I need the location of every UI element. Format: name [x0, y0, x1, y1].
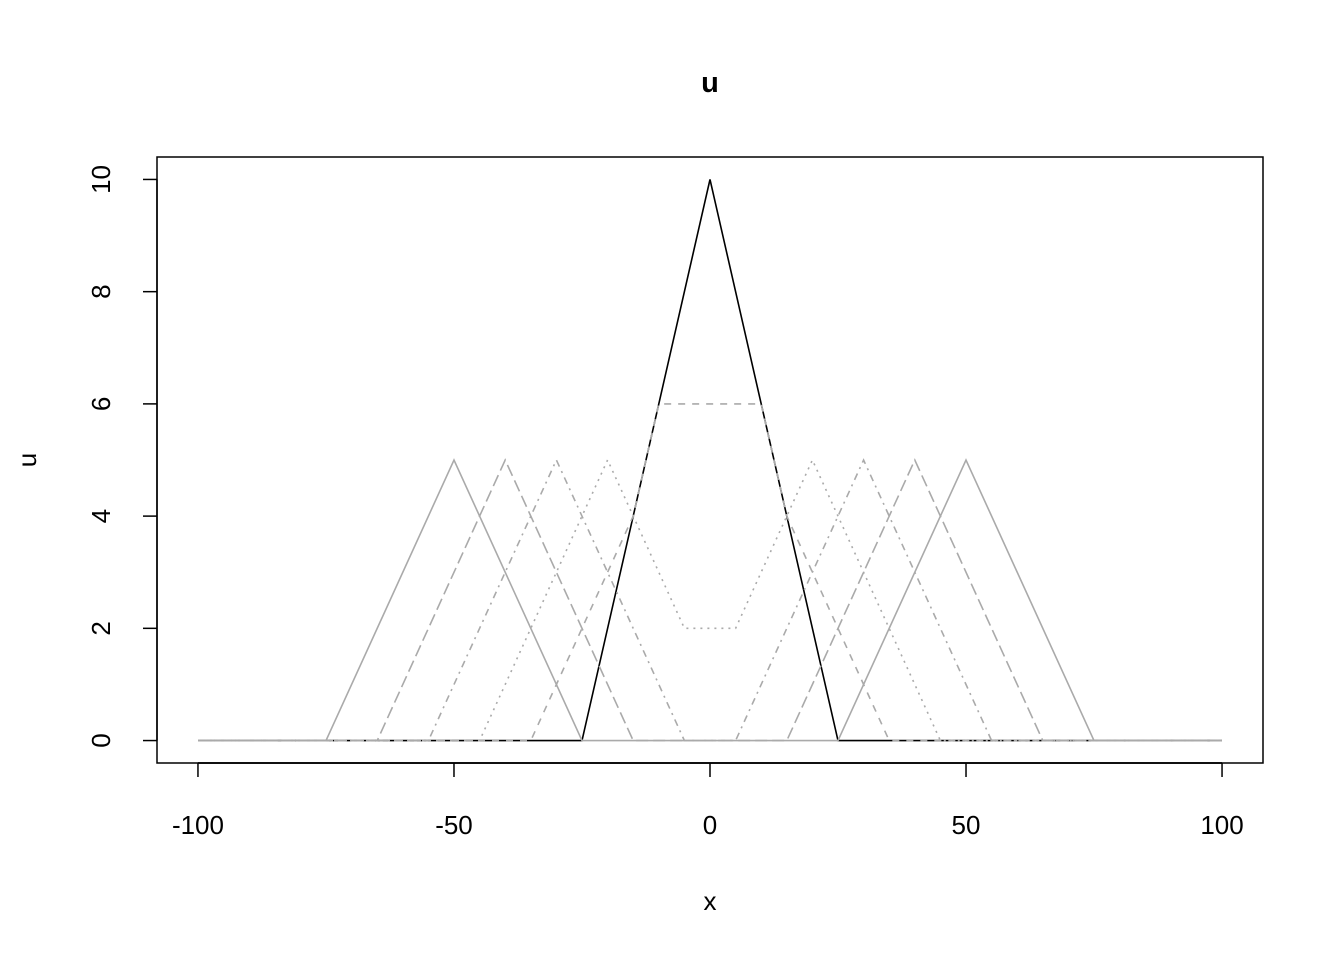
plot-frame [156, 156, 1264, 764]
y-axis: 0 2 4 6 8 10 [86, 165, 158, 748]
y-tick-label: 4 [86, 509, 116, 523]
chart-title: u [701, 67, 719, 99]
y-axis-label: u [12, 453, 42, 467]
series-line-3 [198, 458, 1222, 742]
y-tick-label: 6 [86, 397, 116, 411]
y-tick-label: 2 [86, 621, 116, 635]
y-tick-label: 8 [86, 284, 116, 298]
x-axis: -100 -50 0 50 100 [172, 762, 1244, 840]
y-tick-label: 10 [86, 165, 116, 194]
series-line-2 [198, 458, 1222, 742]
x-tick-label: -100 [172, 810, 224, 840]
x-tick-label: -50 [435, 810, 473, 840]
x-axis-label: x [704, 886, 717, 916]
x-tick-label: 0 [703, 810, 717, 840]
x-tick-label: 50 [952, 810, 981, 840]
series-line-1 [198, 403, 1222, 742]
series-line-4 [198, 458, 1222, 742]
series-line-5 [198, 458, 1222, 742]
series-line-0 [198, 179, 1222, 742]
y-tick-label: 0 [86, 733, 116, 747]
x-tick-label: 100 [1200, 810, 1243, 840]
series-layer [198, 179, 1222, 742]
